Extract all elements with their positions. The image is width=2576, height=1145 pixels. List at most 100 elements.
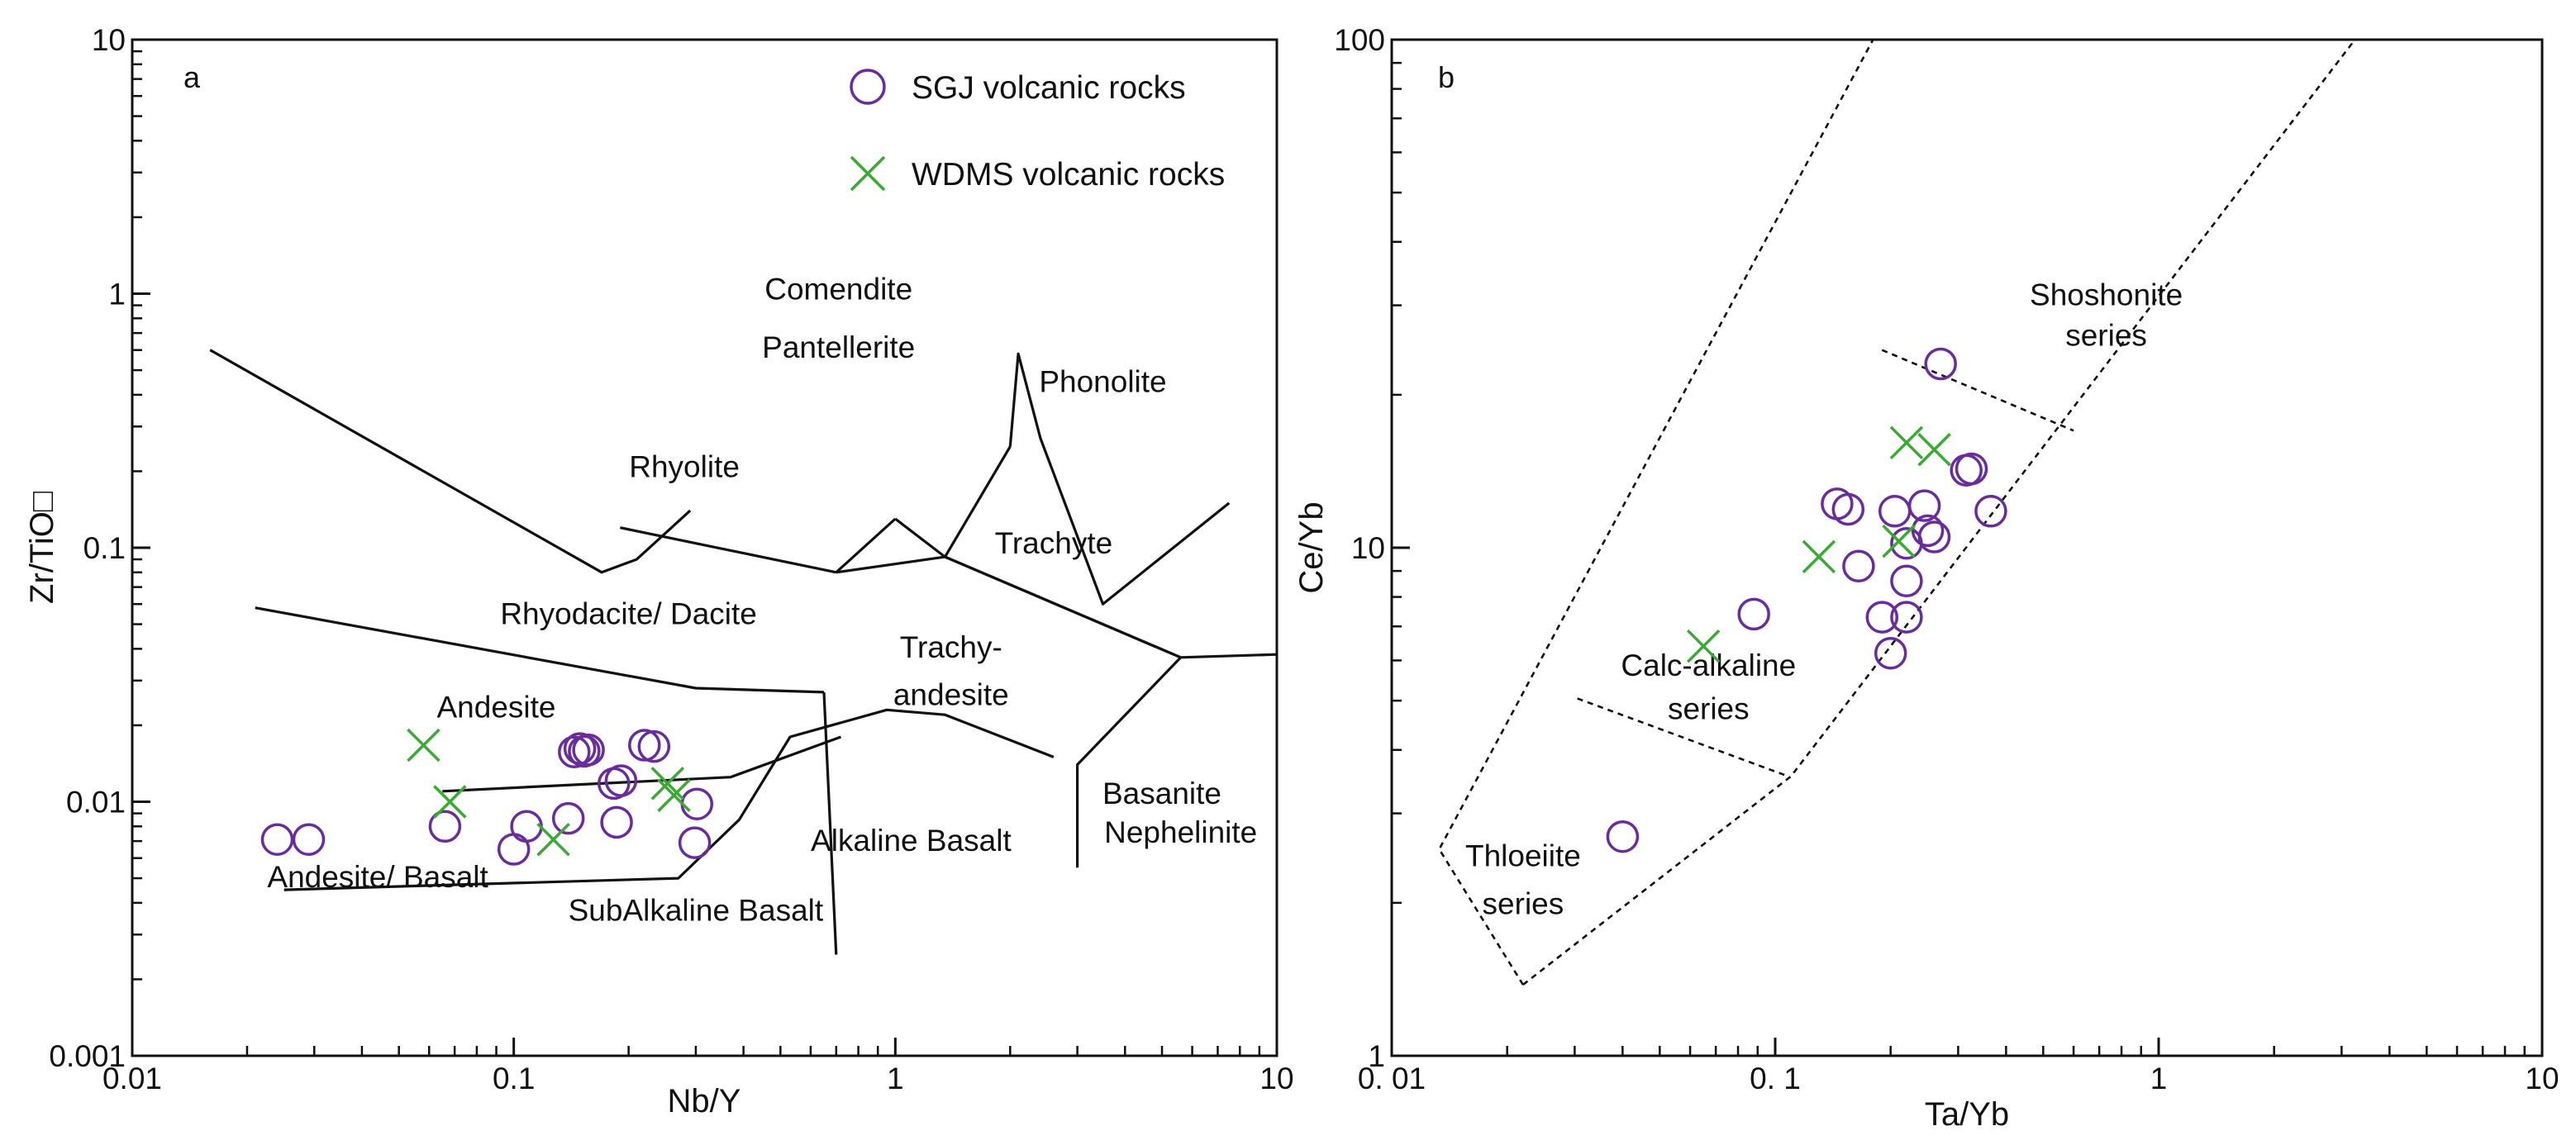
y-tick-label-1: 0.01 <box>66 786 126 820</box>
field-label-3: series <box>1668 691 1750 725</box>
field-label-3: Rhyolite <box>629 449 740 483</box>
legend-x-marker <box>850 155 886 192</box>
field-boundaries-b <box>1438 39 2356 986</box>
field-label-5: Rhyodacite/ Dacite <box>500 597 757 631</box>
field-boundary-13 <box>1075 656 1182 868</box>
field-boundary-11 <box>1008 352 1231 606</box>
x-tick-label-2: 1 <box>887 1062 904 1095</box>
field-label-12: Andesite/ Basalt <box>267 860 488 894</box>
point-sgj-0 <box>1606 820 1640 853</box>
field-boundary-5 <box>894 517 946 558</box>
field-boundary-3 <box>1881 349 2074 432</box>
field-boundary-8 <box>1180 653 1278 659</box>
point-wdms-3 <box>650 767 685 801</box>
field-label-1: series <box>2065 318 2147 352</box>
field-boundary-12 <box>283 708 1055 891</box>
point-sgj-3 <box>1831 492 1865 526</box>
x-tick-label-0: 0. 01 <box>1358 1062 1426 1095</box>
point-sgj-2 <box>428 810 462 843</box>
y-tick-label-4: 10 <box>92 23 126 57</box>
point-wdms-3 <box>1889 425 1924 460</box>
point-sgj-12 <box>600 805 633 839</box>
field-label-10: Nephelinite <box>1104 815 1257 849</box>
point-sgj-15 <box>680 787 714 820</box>
field-boundary-0 <box>209 349 692 574</box>
field-boundaries-a <box>209 349 1278 955</box>
point-sgj-13 <box>1917 520 1951 553</box>
point-wdms-1 <box>433 785 467 819</box>
point-sgj-4 <box>510 810 543 843</box>
y-tick-label-1: 10 <box>1351 531 1385 565</box>
point-sgj-4 <box>1842 549 1875 583</box>
field-labels-b: Shoshonite series Calc-alkaline series Thloe… <box>1465 278 2183 921</box>
field-label-13: SubAlkaline Basalt <box>569 894 824 928</box>
field-boundary-6 <box>944 445 1012 558</box>
point-sgj-15 <box>1955 452 1988 486</box>
point-sgj-7 <box>1878 495 1912 528</box>
point-sgj-17 <box>1924 347 1957 381</box>
panel-label-a: a <box>183 60 201 94</box>
point-wdms-4 <box>1917 432 1951 467</box>
point-sgj-6 <box>558 735 591 769</box>
data-points-a <box>260 728 714 866</box>
y-axis-label-a: Zr/TiO□ <box>24 492 60 604</box>
point-sgj-9 <box>572 733 605 767</box>
x-tick-label-1: 0.1 <box>493 1062 535 1095</box>
point-sgj-16 <box>678 826 712 859</box>
x-tick-label-3: 10 <box>1259 1062 1293 1095</box>
field-boundary-1 <box>1522 39 2356 986</box>
x-tick-label-0: 0.01 <box>102 1062 162 1095</box>
field-label-2: Calc-alkaline <box>1621 649 1796 682</box>
field-labels-a: Comendite Pantellerite Phonolite Rhyolite Tr… <box>267 272 1257 927</box>
point-sgj-11 <box>604 764 638 797</box>
axis-ticks-b: 0. 01 0. 1 1 10 1 10 100 <box>1334 23 2559 1095</box>
y-tick-label-2: 100 <box>1334 23 1385 57</box>
point-wdms-2 <box>536 823 570 857</box>
data-points-b <box>1606 347 2007 853</box>
field-boundary-9 <box>836 555 945 574</box>
point-sgj-16 <box>1974 495 2007 528</box>
point-sgj-12 <box>1911 514 1945 548</box>
point-wdms-0 <box>407 728 440 763</box>
y-tick-label-0: 0.001 <box>49 1039 126 1073</box>
x-axis-label-b: Ta/Yb <box>1925 1096 2009 1133</box>
point-sgj-14 <box>637 729 671 763</box>
field-label-11: Alkaline Basalt <box>811 824 1012 858</box>
y-tick-label-0: 1 <box>1368 1039 1385 1073</box>
point-sgj-3 <box>497 833 531 866</box>
field-boundary-3 <box>822 691 838 955</box>
legend-circle-marker <box>850 69 886 105</box>
field-label-4: Trachyte <box>995 526 1113 560</box>
point-sgj-9 <box>1890 564 1923 598</box>
field-label-8: Andesite <box>437 690 556 724</box>
field-boundary-10 <box>944 555 1182 659</box>
panel-label-b: b <box>1438 60 1455 94</box>
point-sgj-1 <box>292 823 326 856</box>
y-tick-label-2: 0.1 <box>83 531 126 565</box>
point-sgj-0 <box>260 823 294 856</box>
point-wdms-2 <box>1882 524 1916 558</box>
field-label-1: Pantellerite <box>762 330 915 364</box>
field-boundary-2 <box>255 606 825 694</box>
x-tick-label-1: 0. 1 <box>1750 1062 1801 1095</box>
panel-b: Shoshonite series Calc-alkaline series Thloe… <box>1293 23 2559 1133</box>
field-label-0: Shoshonite <box>2030 278 2183 312</box>
field-boundary-4 <box>835 517 897 573</box>
field-label-2: Phonolite <box>1039 365 1166 399</box>
point-wdms-1 <box>1802 539 1836 574</box>
field-label-5: series <box>1483 887 1564 921</box>
point-wdms-0 <box>1686 629 1721 663</box>
legend-label-wdms: WDMS volcanic rocks <box>912 157 1225 192</box>
y-axis-label-b: Ce/Yb <box>1293 501 1330 593</box>
field-boundary-2 <box>1577 697 1788 777</box>
field-boundary-14 <box>442 735 842 793</box>
x-tick-label-3: 10 <box>2525 1062 2559 1095</box>
field-boundary-1 <box>620 526 837 574</box>
x-axis-label-a: Nb/Y <box>668 1083 741 1119</box>
field-label-0: Comendite <box>764 272 912 306</box>
point-sgj-1 <box>1737 597 1770 631</box>
point-wdms-4 <box>657 778 691 812</box>
y-tick-label-3: 1 <box>108 278 126 311</box>
legend-label-sgj: SGJ volcanic rocks <box>912 70 1186 106</box>
